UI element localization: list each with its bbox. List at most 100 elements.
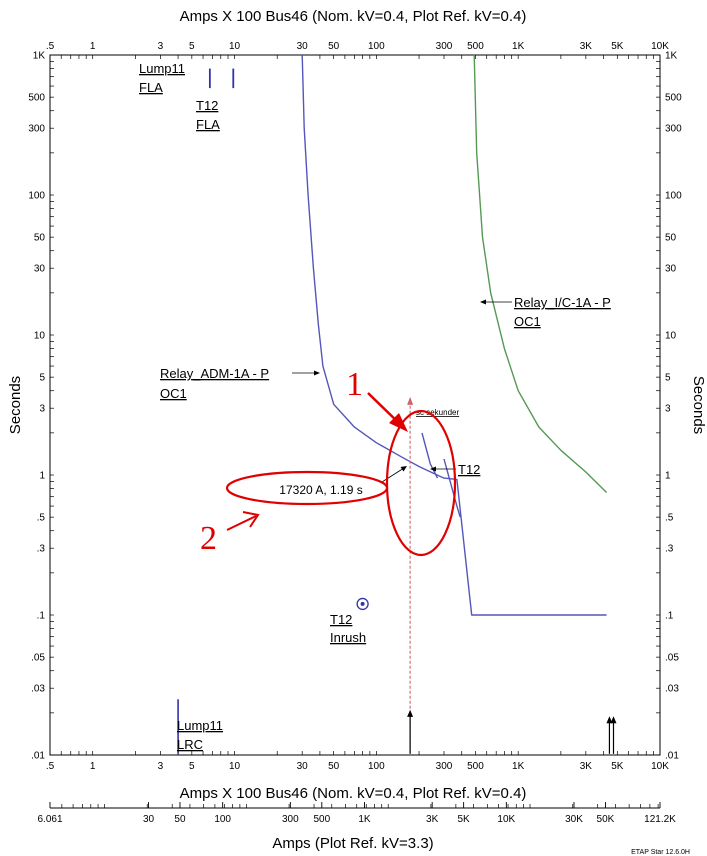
x-tick-label-top: 10 xyxy=(229,41,241,52)
x-tick-label-bottom: 10 xyxy=(229,761,241,772)
curve-relay-adm-1a-p-oc1 xyxy=(301,54,607,616)
x-tick-label-bottom: 3 xyxy=(158,761,164,772)
kv33-tick-label: 1K xyxy=(358,814,371,825)
label-relay-ic-name: Relay_I/C-1A - P xyxy=(514,295,611,310)
label-lump11-lrc-type: LRC xyxy=(177,737,203,752)
inrush-point-ring xyxy=(356,597,369,611)
y-tick-label-right: 10 xyxy=(665,331,677,342)
y-tick-label-right: 30 xyxy=(665,264,677,275)
label-t12: T12 xyxy=(458,462,480,477)
y-tick-label-left: .01 xyxy=(31,751,45,762)
callout-value: 17320 A, 1.19 s xyxy=(279,483,362,497)
x-tick-label-bottom: 50 xyxy=(328,761,340,772)
x-tick-label-bottom: 10K xyxy=(651,761,669,772)
y-ticks-left: 1K 500 300 100 50 30 10 5 3 1 .5 .3 .1 .05 .03 .01 xyxy=(28,51,54,762)
y-tick-label-left: 3 xyxy=(39,404,45,415)
x-tick-label-bottom: 1K xyxy=(512,761,525,772)
callout-leader-arrow xyxy=(400,466,407,472)
y-tick-label-right: .03 xyxy=(665,684,679,695)
y-tick-label-right: .01 xyxy=(665,751,679,762)
y-tick-label-left: 30 xyxy=(34,264,46,275)
y-tick-label-left: 100 xyxy=(28,191,45,202)
label-t12-fla-name: T12 xyxy=(196,98,218,113)
x-tick-label-top: 50 xyxy=(328,41,340,52)
highlight-ellipse xyxy=(385,409,457,557)
kv33-tick-label: 100 xyxy=(214,814,231,825)
y-tick-label-right: 3 xyxy=(665,404,671,415)
y-tick-label-right: .5 xyxy=(665,513,674,524)
label-t12-fla-type: FLA xyxy=(196,117,220,132)
x-tick-label-bottom: 1 xyxy=(90,761,96,772)
leader-t12-arrow xyxy=(430,466,436,472)
x-tick-label-top: 3K xyxy=(580,41,593,52)
inrush-point-dot xyxy=(360,601,365,606)
x-tick-label-bottom: .5 xyxy=(46,761,55,772)
kv33-tick-label: 5K xyxy=(458,814,471,825)
kv33-tick-label: 121.2K xyxy=(644,814,676,825)
x-tick-label-bottom: 300 xyxy=(436,761,453,772)
x-axis-label: Amps (Plot Ref. kV=3.3) xyxy=(272,835,433,852)
x-tick-label-top: 300 xyxy=(436,41,453,52)
x-tick-label-top: 5K xyxy=(611,41,624,52)
y-tick-label-left: 5 xyxy=(39,373,45,384)
y-tick-label-left: 50 xyxy=(34,233,46,244)
curve-t12-steep xyxy=(443,458,461,518)
x-tick-label-top: 5 xyxy=(189,41,195,52)
kv33-tick-label: 30K xyxy=(565,814,583,825)
curve-t12 xyxy=(421,432,439,479)
kv33-tick-label: 3K xyxy=(426,814,439,825)
x-ticks-top: .5 1 3 5 10 30 50 100 300 500 1K 3K 5K 10K xyxy=(46,41,669,59)
annotation-number-2: 2 xyxy=(200,520,217,557)
y-tick-label-right: 1K xyxy=(665,51,678,62)
label-sc-sekunder: sc sekunder xyxy=(416,408,459,417)
annotation-number-1: 1 xyxy=(346,366,363,403)
software-footer: ETAP Star 12.6.0H xyxy=(631,849,690,856)
y-tick-label-left: .3 xyxy=(37,544,46,555)
annotation-arrow-1-head xyxy=(389,413,408,432)
y-tick-label-right: .05 xyxy=(665,653,679,664)
y-tick-label-left: 10 xyxy=(34,331,46,342)
label-lump11-lrc-name: Lump11 xyxy=(177,718,223,733)
plot-frame xyxy=(49,54,661,756)
label-lump11-fla-type: FLA xyxy=(139,80,163,95)
y-tick-label-left: 300 xyxy=(28,124,45,135)
x-tick-label-top: 500 xyxy=(467,41,484,52)
y-axis-label-right: Seconds xyxy=(690,376,707,434)
label-lump11-fla-name: Lump11 xyxy=(139,61,185,76)
y-tick-label-left: 1 xyxy=(39,471,45,482)
x-tick-label-top: 30 xyxy=(297,41,309,52)
y-tick-label-right: 300 xyxy=(665,124,682,135)
label-relay-ic-type: OC1 xyxy=(514,314,541,329)
kv33-tick-label: 50K xyxy=(597,814,615,825)
annotation-arrow-2-shaft xyxy=(226,515,257,531)
x-tick-label-bottom: 5K xyxy=(611,761,624,772)
fault-current-arrow xyxy=(606,716,613,724)
y-tick-label-right: 100 xyxy=(665,191,682,202)
fault-current-arrow xyxy=(407,709,414,717)
label-relay-adm-type: OC1 xyxy=(160,386,187,401)
kv33-tick-label: 50 xyxy=(174,814,186,825)
x-tick-label-bottom: 5 xyxy=(189,761,195,772)
x-tick-label-top: 10K xyxy=(651,41,669,52)
y-ticks-right: 1K 500 300 100 50 30 10 5 3 1 .5 .3 .1 .05 .03 .01 xyxy=(656,51,682,762)
marks-layer xyxy=(177,68,617,754)
curve-relay-i-c-1a-p-oc1 xyxy=(473,54,608,493)
fault-current-arrow xyxy=(610,716,617,724)
x-tick-label-top: 100 xyxy=(368,41,385,52)
label-t12-inrush-type: Inrush xyxy=(330,630,366,645)
callout-leader xyxy=(381,467,405,483)
x-tick-label-top: .5 xyxy=(46,41,55,52)
x-ticks-kv33: 6.061 30 50 100 300 500 1K 3K 5K 10K 30K 50K 121.2K xyxy=(37,802,676,825)
x-tick-label-bottom: 3K xyxy=(580,761,593,772)
x-tick-label-bottom: 500 xyxy=(467,761,484,772)
y-tick-label-right: 500 xyxy=(665,93,682,104)
x-ticks-bottom: .5 1 3 5 10 30 50 100 300 500 1K 3K 5K 10K xyxy=(46,751,669,772)
x-tick-label-top: 3 xyxy=(158,41,164,52)
y-tick-label-right: 50 xyxy=(665,233,677,244)
annotation-arrow-2-head xyxy=(242,511,260,528)
y-tick-label-left: 1K xyxy=(33,51,46,62)
y-tick-label-right: .1 xyxy=(665,611,674,622)
y-axis-label-left: Seconds xyxy=(7,376,24,434)
chart-title-bottom: Amps X 100 Bus46 (Nom. kV=0.4, Plot Ref.… xyxy=(180,785,527,802)
